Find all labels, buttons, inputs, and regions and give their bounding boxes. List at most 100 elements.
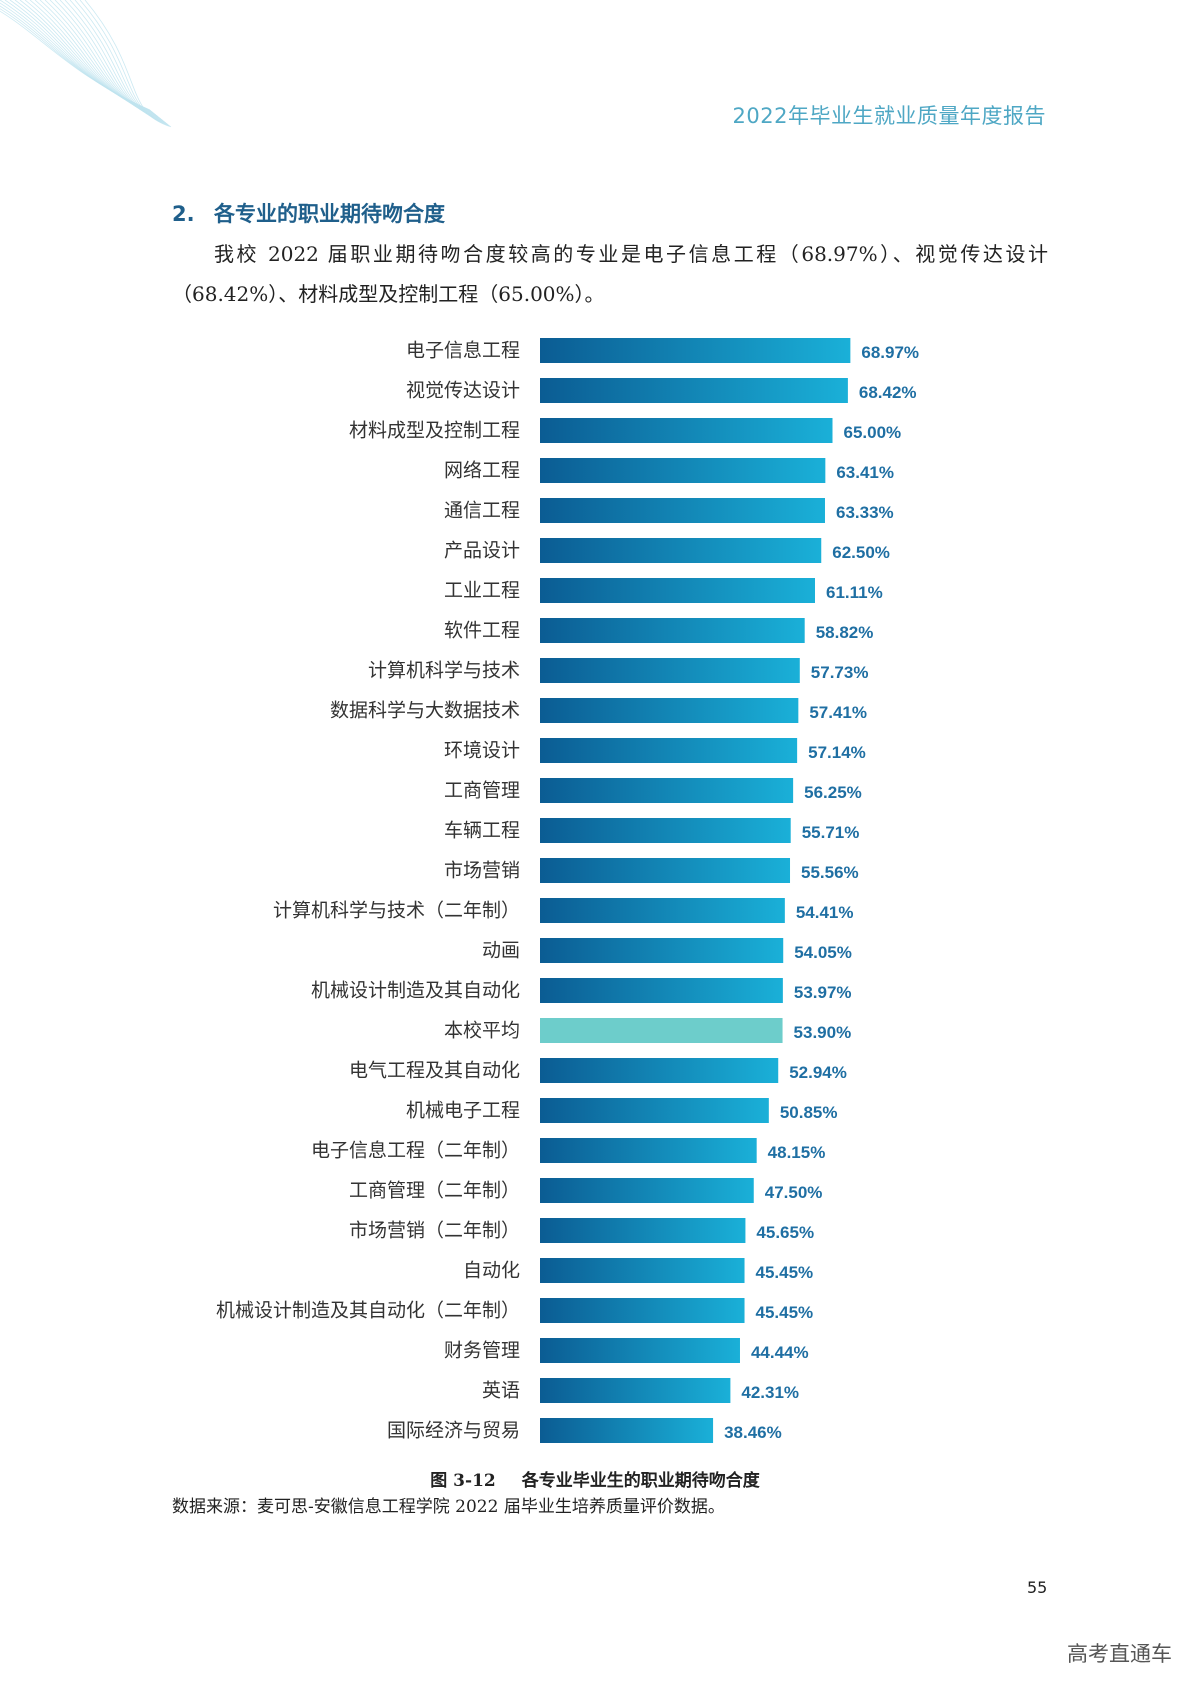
category-label: 产品设计 bbox=[444, 540, 520, 562]
figure-title: 各专业毕业生的职业期待吻合度 bbox=[521, 1471, 760, 1491]
category-label: 机械电子工程 bbox=[406, 1100, 520, 1122]
value-label: 48.15% bbox=[768, 1143, 826, 1162]
category-label: 软件工程 bbox=[444, 620, 520, 642]
value-label: 56.25% bbox=[804, 783, 862, 802]
bar bbox=[540, 658, 800, 683]
category-label: 动画 bbox=[482, 940, 520, 962]
data-source-note: 数据来源：麦可思-安徽信息工程学院 2022 届毕业生培养质量评价数据。 bbox=[172, 1497, 725, 1517]
value-label: 53.90% bbox=[794, 1023, 852, 1042]
value-label: 57.14% bbox=[808, 743, 866, 762]
bar bbox=[540, 778, 794, 803]
bar bbox=[540, 1058, 779, 1083]
bar bbox=[540, 738, 798, 763]
value-label: 47.50% bbox=[765, 1183, 823, 1202]
section-title: 各专业的职业期待吻合度 bbox=[214, 202, 445, 226]
category-label: 国际经济与贸易 bbox=[387, 1420, 520, 1442]
bar bbox=[540, 418, 833, 443]
category-label: 材料成型及控制工程 bbox=[349, 420, 520, 442]
value-label: 61.11% bbox=[826, 583, 883, 602]
wave-line bbox=[54, 0, 166, 123]
value-label: 50.85% bbox=[780, 1103, 838, 1122]
value-label: 65.00% bbox=[844, 423, 902, 442]
bar bbox=[540, 1378, 731, 1403]
category-label: 工业工程 bbox=[444, 580, 520, 602]
major-expectation-bar-chart: 电子信息工程 68.97% 视觉传达设计 68.42% 材料成型及控制工程 65.00% 网… bbox=[216, 338, 919, 1443]
category-label: 计算机科学与技术 bbox=[368, 660, 520, 682]
bar-school-average bbox=[540, 1018, 783, 1043]
bar bbox=[540, 458, 826, 483]
value-label: 38.46% bbox=[724, 1423, 782, 1442]
value-label: 58.82% bbox=[816, 623, 874, 642]
wave-line bbox=[59, 0, 167, 124]
bar bbox=[540, 1258, 745, 1283]
value-label: 63.33% bbox=[836, 503, 894, 522]
category-label: 机械设计制造及其自动化（二年制） bbox=[216, 1300, 520, 1322]
value-label: 55.71% bbox=[802, 823, 860, 842]
value-label: 63.41% bbox=[836, 463, 894, 482]
bar bbox=[540, 498, 825, 523]
bar bbox=[540, 818, 791, 843]
wave-line bbox=[29, 0, 161, 119]
category-label: 电子信息工程 bbox=[406, 340, 520, 362]
category-label: 计算机科学与技术（二年制） bbox=[273, 900, 520, 922]
wave-line bbox=[34, 0, 162, 120]
category-label: 视觉传达设计 bbox=[406, 380, 520, 402]
category-label: 机械设计制造及其自动化 bbox=[311, 980, 520, 1002]
bar bbox=[540, 338, 851, 363]
decorative-wave-lines bbox=[0, 0, 172, 128]
bar bbox=[540, 1418, 714, 1443]
value-label: 57.73% bbox=[811, 663, 869, 682]
bar bbox=[540, 378, 848, 403]
figure-number: 图 3-12 bbox=[430, 1471, 496, 1491]
category-label: 市场营销（二年制） bbox=[349, 1220, 520, 1242]
bar bbox=[540, 1338, 740, 1363]
wave-line bbox=[0, 8, 152, 112]
value-label: 52.94% bbox=[789, 1063, 847, 1082]
bar bbox=[540, 618, 805, 643]
category-label: 通信工程 bbox=[444, 500, 520, 522]
category-label: 工商管理（二年制） bbox=[349, 1180, 520, 1202]
figure-caption: 图 3-12 各专业毕业生的职业期待吻合度 bbox=[0, 1466, 1190, 1491]
bar bbox=[540, 1218, 746, 1243]
section-heading: 2. 各专业的职业期待吻合度 bbox=[172, 198, 445, 228]
category-label: 数据科学与大数据技术 bbox=[330, 700, 520, 722]
bar bbox=[540, 698, 799, 723]
value-label: 53.97% bbox=[794, 983, 852, 1002]
bar bbox=[540, 538, 822, 563]
category-label: 电气工程及其自动化 bbox=[349, 1060, 520, 1082]
category-label: 财务管理 bbox=[444, 1340, 520, 1362]
bar bbox=[540, 978, 783, 1003]
category-label: 环境设计 bbox=[444, 740, 520, 762]
value-label: 45.45% bbox=[756, 1303, 814, 1322]
value-label: 55.56% bbox=[801, 863, 859, 882]
bar bbox=[540, 1178, 754, 1203]
value-label: 45.45% bbox=[756, 1263, 814, 1282]
intro-paragraph: 我校 2022 届职业期待吻合度较高的专业是电子信息工程（68.97%）、视觉传… bbox=[172, 242, 1048, 306]
category-label: 车辆工程 bbox=[444, 820, 520, 842]
watermark-text: 高考直通车 bbox=[1067, 1642, 1172, 1666]
category-label: 工商管理 bbox=[444, 780, 520, 802]
category-label: 电子信息工程（二年制） bbox=[311, 1140, 520, 1162]
report-header-title: 2022年毕业生就业质量年度报告 bbox=[732, 104, 1046, 128]
bar bbox=[540, 938, 784, 963]
value-label: 54.05% bbox=[794, 943, 852, 962]
value-label: 44.44% bbox=[751, 1343, 809, 1362]
value-label: 68.42% bbox=[859, 383, 917, 402]
category-label: 英语 bbox=[482, 1380, 520, 1402]
value-label: 68.97% bbox=[861, 343, 919, 362]
wave-line bbox=[74, 0, 170, 126]
page-number: 55 bbox=[1027, 1578, 1048, 1597]
chart-bars: 电子信息工程 68.97% 视觉传达设计 68.42% 材料成型及控制工程 65.00% 网… bbox=[216, 338, 919, 1443]
value-label: 45.65% bbox=[756, 1223, 814, 1242]
category-label: 市场营销 bbox=[444, 860, 520, 882]
value-label: 42.31% bbox=[741, 1383, 799, 1402]
bar bbox=[540, 858, 791, 883]
wave-line bbox=[84, 0, 172, 128]
value-label: 62.50% bbox=[832, 543, 890, 562]
category-label: 本校平均 bbox=[444, 1020, 520, 1042]
bar bbox=[540, 578, 815, 603]
category-label: 自动化 bbox=[463, 1260, 520, 1282]
section-number: 2. bbox=[172, 202, 195, 226]
value-label: 57.41% bbox=[809, 703, 867, 722]
bar bbox=[540, 898, 785, 923]
